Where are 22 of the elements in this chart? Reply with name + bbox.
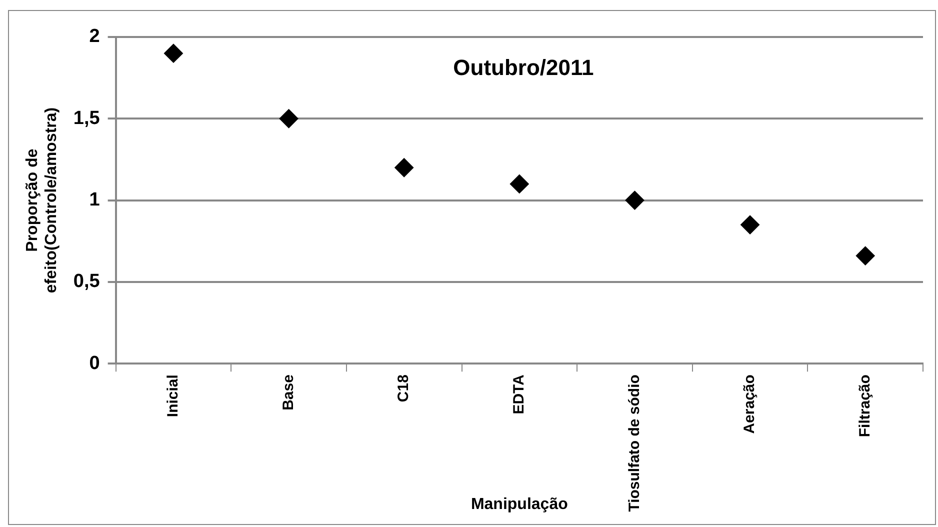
x-tick-label: EDTA — [510, 374, 528, 414]
point — [625, 190, 644, 210]
y-tick-label: 0,5 — [73, 271, 100, 292]
point — [856, 246, 875, 266]
y-axis-title: Proporção de efeito(Controle/amostra) — [24, 107, 60, 294]
y-tick-label: 0 — [89, 352, 100, 374]
x-tick-label: Base — [280, 374, 297, 410]
point — [279, 109, 298, 128]
x-tick-label: Inicial — [164, 374, 182, 418]
point — [394, 158, 414, 178]
y-tick-label: 2 — [89, 26, 100, 48]
y-tick-label: 1 — [89, 190, 100, 211]
x-tick-label: C18 — [395, 374, 412, 402]
x-tick-label: Filtração — [856, 374, 874, 438]
x-tick-label: Tiosulfato de sódio — [626, 374, 643, 512]
point — [164, 44, 183, 63]
x-tick-label: Aeração — [741, 374, 758, 434]
point — [510, 174, 529, 194]
point — [740, 215, 760, 234]
text: Outubro/2011 — [453, 55, 594, 80]
y-tick-label: 1,5 — [73, 108, 100, 129]
x-axis-title: Manipulação — [470, 496, 568, 513]
